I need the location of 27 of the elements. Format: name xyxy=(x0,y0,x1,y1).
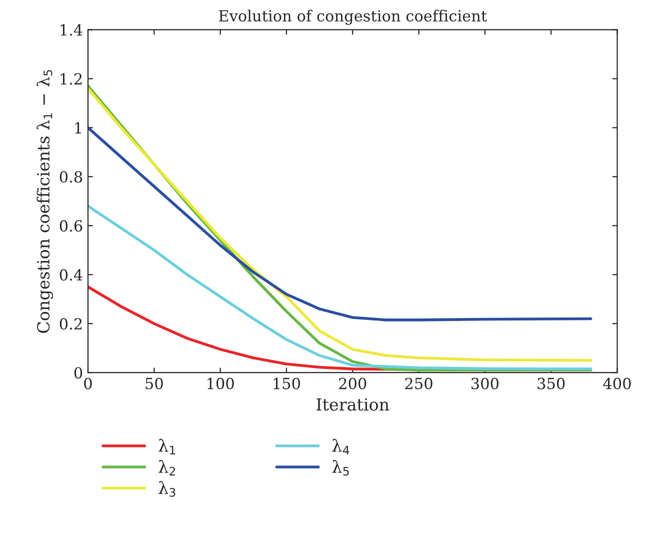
y-tick-label: 1.2 xyxy=(60,73,82,85)
x-tick-label: 250 xyxy=(405,378,432,390)
x-tick-label: 50 xyxy=(146,378,163,390)
x-tick-label: 400 xyxy=(603,378,631,390)
x-axis-title: Iteration xyxy=(316,398,390,411)
y-tick-label: 0 xyxy=(74,367,82,379)
legend-label: λ$_{3}$ xyxy=(158,481,176,497)
y-tick-label: 0.8 xyxy=(60,171,82,183)
legend-label: λ$_{4}$ xyxy=(332,438,350,454)
y-tick-label: 0.4 xyxy=(60,269,82,281)
y-tick-label: 1 xyxy=(75,122,81,134)
x-tick-label: 350 xyxy=(538,378,565,390)
chart-title: Evolution of congestion coefficient xyxy=(218,10,487,25)
x-tick-label: 100 xyxy=(208,378,234,390)
legend-label: λ$_{5}$ xyxy=(332,460,349,476)
x-tick-label: 200 xyxy=(339,378,366,390)
y-axis-title: Congestion coefficients λ$_{1}$ − λ$_{5}$ xyxy=(36,70,54,333)
x-tick-label: 150 xyxy=(274,378,300,390)
line-series xyxy=(88,126,592,322)
x-tick-label: 300 xyxy=(472,378,498,390)
y-tick-label: 0.2 xyxy=(60,318,82,330)
line-series xyxy=(88,204,592,370)
x-tick-label: 0 xyxy=(84,378,92,390)
legend-label: λ$_{2}$ xyxy=(158,460,175,476)
y-tick-label: 1.4 xyxy=(60,24,82,36)
legend-label: λ$_{1}$ xyxy=(158,438,176,454)
y-tick-label: 0.6 xyxy=(60,220,82,232)
